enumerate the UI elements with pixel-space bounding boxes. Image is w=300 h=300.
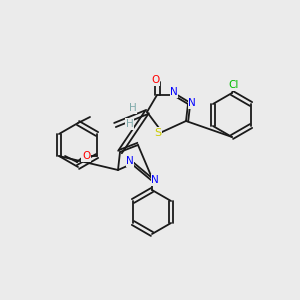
Text: S: S — [154, 128, 162, 138]
Text: N: N — [126, 156, 134, 166]
Text: H: H — [126, 119, 134, 129]
Text: N: N — [188, 98, 196, 108]
Text: N: N — [151, 175, 159, 185]
Text: N: N — [170, 87, 178, 97]
Text: O: O — [82, 151, 90, 161]
Text: H: H — [129, 103, 137, 113]
Text: O: O — [151, 75, 159, 85]
Text: Cl: Cl — [229, 80, 239, 90]
